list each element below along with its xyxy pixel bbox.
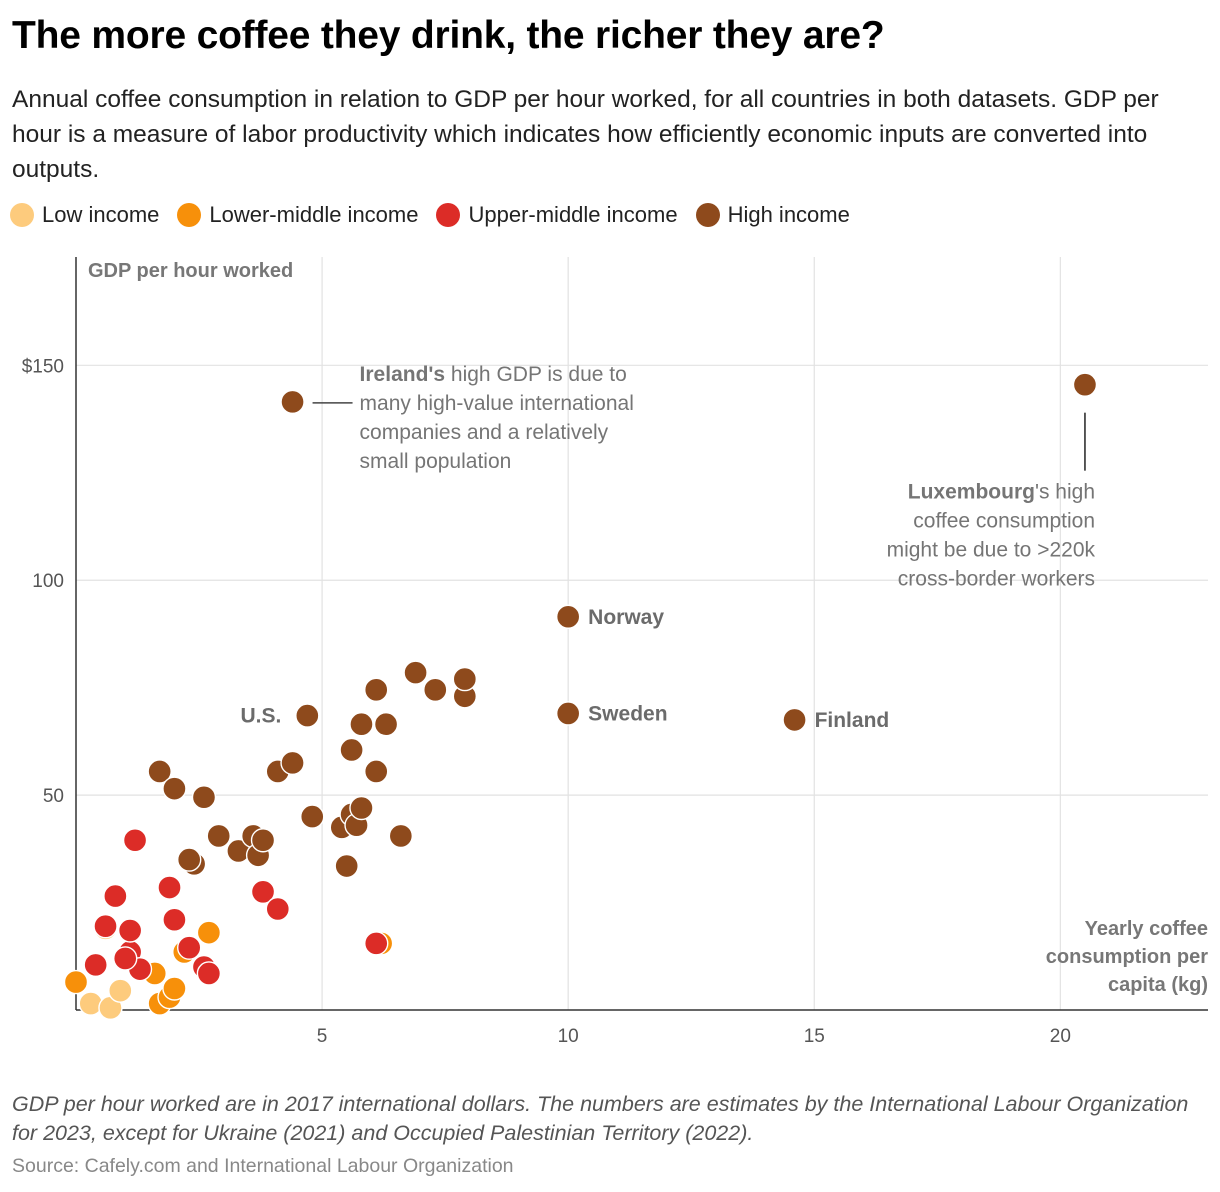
data-point-high: [280, 750, 305, 776]
scatter-chart: GDP per hour worked Yearly coffee consump…: [22, 257, 1208, 1047]
data-point-high: [555, 701, 581, 726]
data-point-high: [373, 711, 399, 737]
data-point-high: [295, 703, 320, 728]
chart-subtitle: Annual coffee consumption in relation to…: [12, 86, 1159, 183]
legend-swatch-high-income: [695, 203, 720, 227]
data-point-upper-middle: [265, 896, 290, 922]
data-point-lower-middle: [63, 969, 89, 995]
data-point-upper-middle: [157, 875, 182, 900]
legend-swatch-upper-middle-income: [436, 203, 461, 227]
data-point-low: [78, 991, 103, 1016]
y-tick-label: 50: [43, 786, 64, 807]
data-point-high: [1072, 372, 1098, 397]
data-point-high: [388, 823, 414, 849]
data-point-high: [349, 711, 374, 737]
data-point-high: [334, 853, 359, 879]
legend-label-low-income: Low income: [42, 202, 160, 227]
y-tick-label: $150: [22, 356, 64, 377]
x-tick-label: 10: [558, 1026, 579, 1047]
data-point-upper-middle: [117, 918, 143, 943]
legend-item-low-income: Low income: [10, 202, 159, 228]
data-point-upper-middle: [122, 828, 148, 853]
data-point-high: [452, 666, 478, 692]
country-label: U.S.: [240, 705, 281, 728]
data-point-high: [364, 677, 389, 703]
data-point-high: [176, 847, 202, 872]
data-point-high: [250, 828, 276, 853]
source-line: Source: Cafely.com and International Lab…: [12, 1155, 514, 1177]
legend-swatch-low-income: [10, 203, 34, 227]
data-point-lower-middle: [196, 920, 222, 945]
data-point-high: [339, 737, 364, 763]
x-tick-label: 20: [1050, 1026, 1071, 1047]
data-point-upper-middle: [196, 961, 222, 986]
data-point-high: [280, 389, 305, 415]
country-labels-layer: U.S. Norway Sweden Finland: [240, 606, 889, 732]
legend-label-upper-middle-income: Upper-middle income: [468, 202, 678, 227]
data-point-high: [782, 707, 807, 733]
data-point-high: [300, 804, 325, 829]
data-point-high: [147, 759, 172, 784]
data-point-high: [403, 660, 428, 685]
y-axis-title: GDP per hour worked: [88, 260, 293, 282]
legend-item-high-income: High income: [695, 202, 850, 228]
data-point-high: [206, 823, 231, 849]
legend-swatch-lower-middle-income: [177, 203, 202, 227]
data-point-upper-middle: [93, 913, 118, 939]
grid-layer: [76, 257, 1208, 1010]
data-point-lower-middle: [162, 976, 187, 1001]
points-layer: [63, 372, 1098, 1021]
data-point-upper-middle: [364, 931, 389, 956]
data-point-upper-middle: [113, 946, 138, 971]
y-tick-label: 100: [32, 571, 64, 592]
luxembourg-annotation: Luxembourg's high coffee consumption might…: [887, 481, 1096, 591]
data-point-upper-middle: [83, 952, 108, 978]
data-point-upper-middle: [250, 879, 276, 905]
annotation-layer: Ireland's high GDP is due to many high-va…: [312, 363, 1096, 591]
data-point-upper-middle: [176, 935, 202, 960]
axis-layer: GDP per hour worked Yearly coffee consump…: [22, 257, 1208, 1047]
data-point-high: [423, 677, 448, 703]
data-point-high: [364, 759, 389, 784]
data-point-upper-middle: [162, 907, 187, 932]
legend-item-upper-middle-income: Upper-middle income: [436, 202, 678, 228]
footnote: GDP per hour worked are in 2017 internat…: [12, 1092, 1189, 1145]
country-label: Sweden: [588, 702, 667, 725]
chart-title: The more coffee they drink, the richer t…: [12, 14, 885, 57]
data-point-low: [108, 978, 133, 1003]
data-point-upper-middle: [103, 883, 128, 909]
legend-label-lower-middle-income: Lower-middle income: [209, 202, 419, 227]
data-point-high: [162, 776, 187, 801]
x-axis-title: Yearly coffee consumption per capita (kg): [1046, 918, 1208, 996]
x-tick-label: 5: [317, 1026, 328, 1047]
legend-label-high-income: High income: [727, 202, 850, 227]
ireland-annotation: Ireland's high GDP is due to many high-va…: [360, 363, 634, 473]
data-point-high: [555, 604, 581, 629]
x-tick-label: 15: [804, 1026, 825, 1047]
country-label: Norway: [588, 606, 664, 629]
legend: Low income Lower-middle income Upper-mid…: [10, 202, 868, 228]
data-point-high: [191, 785, 217, 810]
data-point-high: [349, 795, 374, 821]
legend-item-lower-middle-income: Lower-middle income: [177, 202, 418, 228]
country-label: Finland: [815, 709, 890, 732]
